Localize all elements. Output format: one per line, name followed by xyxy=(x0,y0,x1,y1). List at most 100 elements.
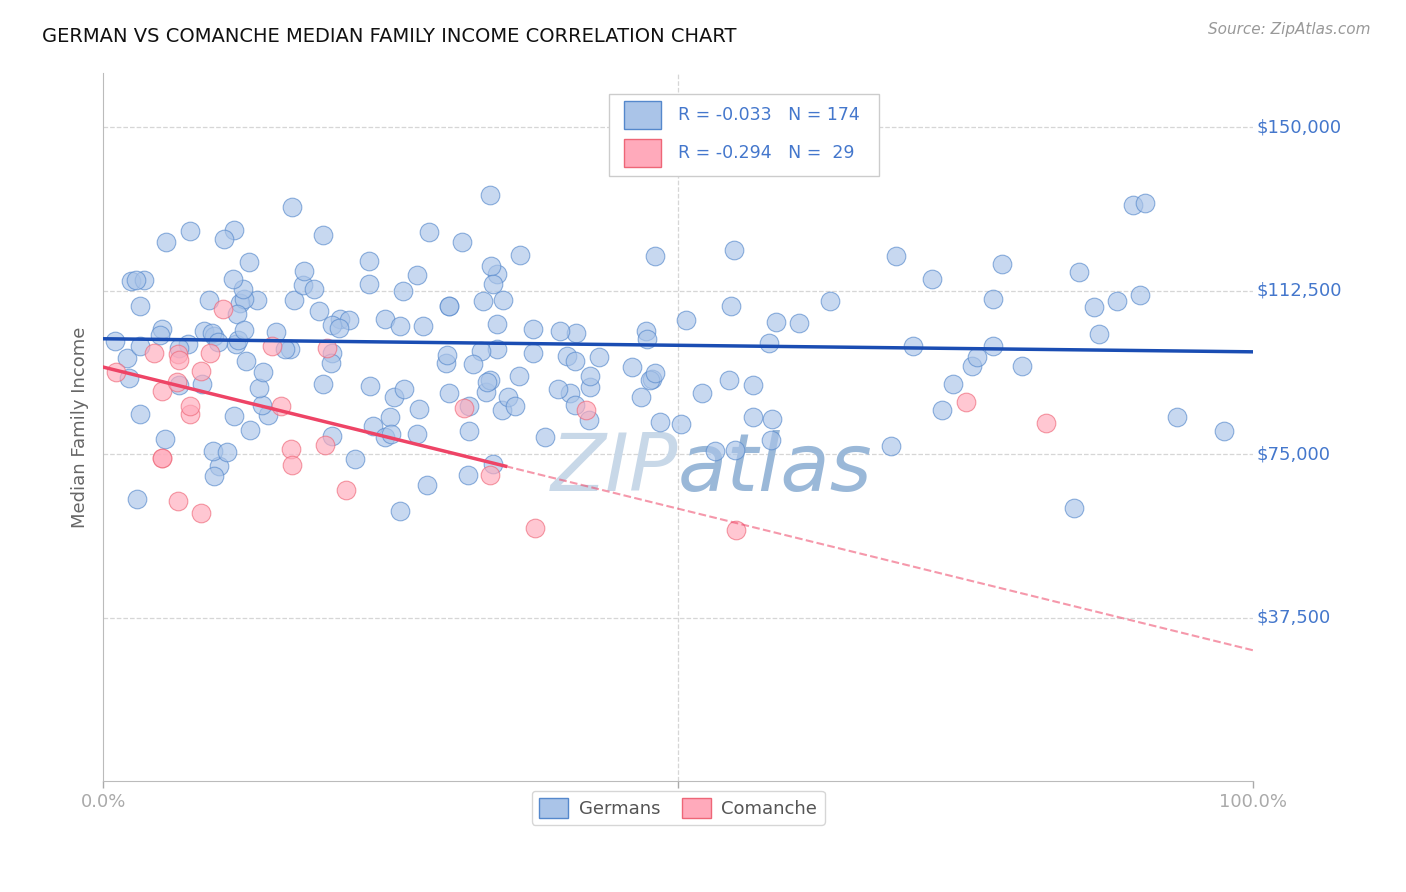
Point xyxy=(150,451,173,466)
Point xyxy=(208,459,231,474)
Point xyxy=(281,458,304,472)
Point xyxy=(264,326,287,340)
Point xyxy=(482,277,505,292)
Point xyxy=(439,299,461,313)
Point xyxy=(508,369,530,384)
Point xyxy=(1213,424,1236,438)
Point xyxy=(486,267,509,281)
Point xyxy=(238,255,260,269)
Point xyxy=(142,345,165,359)
Point xyxy=(818,294,841,309)
Point xyxy=(479,373,502,387)
Point xyxy=(389,318,412,333)
Point xyxy=(1083,300,1105,314)
Point xyxy=(1035,416,1057,430)
Point xyxy=(211,302,233,317)
Point xyxy=(359,277,381,291)
Point xyxy=(485,342,508,356)
Point xyxy=(179,399,201,413)
Point xyxy=(503,400,526,414)
Point xyxy=(638,373,661,387)
Point xyxy=(475,375,498,389)
Point xyxy=(522,322,544,336)
Point xyxy=(1087,327,1109,342)
Point xyxy=(278,342,301,356)
Point xyxy=(451,235,474,249)
Y-axis label: Median Family Income: Median Family Income xyxy=(72,326,89,528)
FancyBboxPatch shape xyxy=(609,95,879,176)
Point xyxy=(155,432,177,446)
Point xyxy=(357,253,380,268)
Point xyxy=(724,524,747,538)
Point xyxy=(523,521,546,535)
Point xyxy=(717,373,740,387)
Point xyxy=(412,318,434,333)
Point xyxy=(644,249,666,263)
Point xyxy=(741,410,763,425)
Point xyxy=(335,483,357,497)
Point xyxy=(128,299,150,313)
Point xyxy=(129,407,152,421)
Point xyxy=(1063,501,1085,516)
Legend: Germans, Comanche: Germans, Comanche xyxy=(531,790,824,825)
Point xyxy=(879,439,901,453)
Point xyxy=(104,365,127,379)
Point xyxy=(321,346,343,360)
Point xyxy=(1129,288,1152,302)
Point xyxy=(222,223,245,237)
Point xyxy=(759,434,782,448)
Point xyxy=(280,442,302,456)
Point xyxy=(337,312,360,326)
Point xyxy=(509,248,531,262)
Point xyxy=(458,425,481,439)
Point xyxy=(675,313,697,327)
Point xyxy=(955,395,977,409)
Point xyxy=(669,417,692,431)
Point xyxy=(291,278,314,293)
Point xyxy=(190,506,212,520)
Point xyxy=(704,444,727,458)
Point xyxy=(621,359,644,374)
Point xyxy=(758,335,780,350)
Text: R = -0.294   N =  29: R = -0.294 N = 29 xyxy=(678,145,855,162)
Point xyxy=(155,235,177,250)
Point xyxy=(1122,197,1144,211)
Point xyxy=(215,445,238,459)
Point xyxy=(232,292,254,306)
Point xyxy=(392,284,415,298)
Point xyxy=(212,231,235,245)
Point xyxy=(1166,409,1188,424)
Point xyxy=(405,427,427,442)
Point xyxy=(548,324,571,338)
Point xyxy=(169,341,191,355)
Bar xyxy=(624,101,661,129)
Point xyxy=(461,357,484,371)
Point xyxy=(321,318,343,333)
Point xyxy=(191,376,214,391)
Point xyxy=(966,351,988,365)
Point xyxy=(177,337,200,351)
Point xyxy=(166,375,188,389)
Point xyxy=(312,227,335,242)
Point xyxy=(457,467,479,482)
Point xyxy=(579,369,602,384)
Point xyxy=(321,429,343,443)
Point xyxy=(204,469,226,483)
Point xyxy=(690,386,713,401)
Point xyxy=(437,299,460,313)
Point xyxy=(166,347,188,361)
Point xyxy=(761,412,783,426)
Text: atlas: atlas xyxy=(678,431,873,508)
Point xyxy=(981,339,1004,353)
Point xyxy=(406,268,429,283)
Point xyxy=(118,371,141,385)
Point xyxy=(470,344,492,359)
Point xyxy=(207,335,229,350)
Point xyxy=(378,410,401,425)
Point xyxy=(232,282,254,296)
Point xyxy=(942,376,965,391)
Text: ZIP: ZIP xyxy=(551,431,678,508)
Point xyxy=(408,401,430,416)
Point xyxy=(202,329,225,343)
Point xyxy=(262,339,284,353)
